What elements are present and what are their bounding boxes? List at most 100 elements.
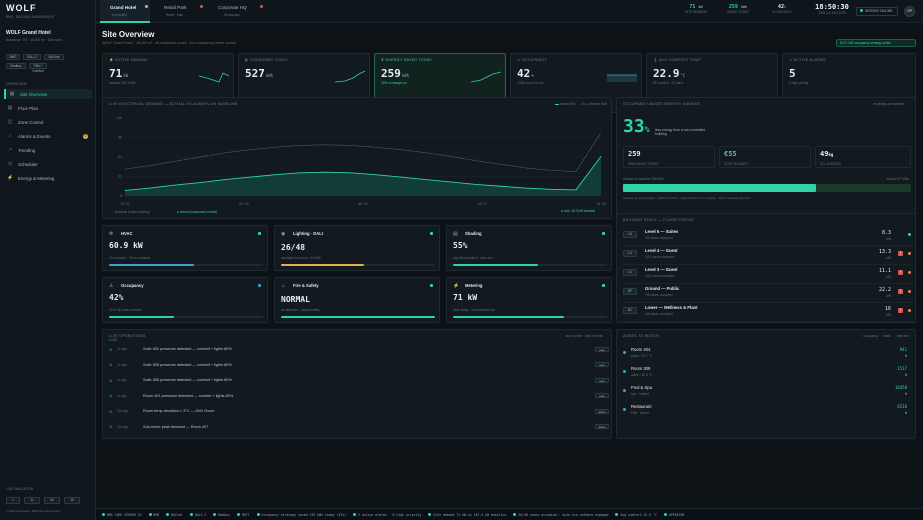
page-title: Site Overview <box>102 30 155 39</box>
energy-savings-card: OCCUPANCY-BASED ENERGY SAVINGS vs always… <box>616 97 916 219</box>
kpi-label: CONSUMED TODAY <box>250 58 289 62</box>
tab-status-dot <box>145 5 148 8</box>
log-row[interactable]: ⚠ 27s ago Sub-meter peak demand — Room 4… <box>109 422 609 432</box>
tab-grand-hotel[interactable]: Grand Hotel Hospitality <box>100 0 150 23</box>
floor-row[interactable]: L5 Level 5 — Suites 2/6 zones occupied 8… <box>623 228 913 246</box>
nav-zone-control[interactable]: ◫ Zone Control <box>4 117 92 127</box>
floor-row[interactable]: L4 Level 4 — Guest 3/12 zones occupied 1… <box>623 247 913 265</box>
system-sub: peak today · sub-metered live <box>453 308 495 312</box>
nav-energy[interactable]: ⚡ Energy & Metering <box>4 173 92 183</box>
sim-speed-1x[interactable]: 1x <box>24 497 40 504</box>
system-value: NORMAL <box>281 295 310 304</box>
system-value: 71 kW <box>453 293 478 302</box>
stat-value: €55 <box>724 150 737 158</box>
tab-sub: Retail · Mall <box>166 13 183 17</box>
log-badge[interactable]: active <box>595 408 609 414</box>
stat-value: 259 <box>628 150 641 158</box>
system-bar <box>109 316 174 318</box>
nav-label: Trending <box>18 147 36 153</box>
floor-row[interactable]: B1 Lower — Wellness & Plant 4/6 zones oc… <box>623 304 913 322</box>
y-tick-label: 96 <box>118 136 122 140</box>
status-led <box>602 232 605 235</box>
log-time: 27s ago <box>117 424 129 429</box>
system-occupancy[interactable]: ♙ Occupancy 42% 20 of 48 zones present <box>102 277 268 323</box>
floor-row[interactable]: GF Ground — Public 7/8 zones occupied 22… <box>623 285 913 303</box>
sim-pause-button[interactable]: ⏸ <box>6 497 20 504</box>
zone-row[interactable]: Room 309 guest · 22.3 °C 1517 W <box>623 365 913 383</box>
status-text: Modbus <box>218 513 230 517</box>
system-title: HVAC <box>121 231 133 236</box>
log-row[interactable]: ♙ 1s ago Room 401 presence detected — co… <box>109 391 609 401</box>
nav-scheduler[interactable]: ◷ Scheduler <box>4 159 92 169</box>
status-dot <box>166 513 170 516</box>
log-row[interactable]: ⚠ 27s ago Room temp deviation > 3°C — AH… <box>109 406 609 416</box>
actual-point <box>249 176 251 178</box>
tab-corporate-hq[interactable]: Corporate HQ Workspace <box>210 0 268 23</box>
zone-row[interactable]: Room 404 guest · 22.1 °C 941 W <box>623 346 913 364</box>
brand-logo: WOLF <box>6 3 37 13</box>
floor-value: 16 <box>884 306 891 312</box>
actual-point <box>600 156 602 157</box>
chart-legend-saved: saved kWh <box>555 102 576 106</box>
actual-point <box>350 172 351 174</box>
zone-row[interactable]: Pool & Spa spa · heated 10450 W <box>623 384 913 402</box>
actual-point <box>199 182 201 183</box>
zone-value: 941 <box>899 347 907 352</box>
sim-speed-1h[interactable]: 1h <box>64 497 80 504</box>
status-led <box>258 232 261 235</box>
metric-value: 42 <box>777 4 784 10</box>
log-row[interactable]: ♙ 1s ago Suite 505 presence detected — c… <box>109 360 609 370</box>
user-avatar[interactable]: OP <box>904 6 915 17</box>
tab-title: Corporate HQ <box>218 5 247 10</box>
log-badge[interactable]: auto <box>595 346 609 352</box>
log-row[interactable]: ♙ 1s ago Suite 506 presence detected — c… <box>109 375 609 385</box>
zones-col-occupancy[interactable]: occupancy <box>863 334 879 338</box>
floor-alarm-badge[interactable]: ! <box>898 270 903 275</box>
log-badge[interactable]: auto <box>595 377 609 383</box>
zone-row[interactable]: Restaurant F&B · dinner 6518 W <box>623 403 913 421</box>
system-sub: 20 occupied · 28 eco setback <box>109 256 151 260</box>
nav-floor-plan[interactable]: ▤ Floor Plan <box>4 103 92 113</box>
status-text: Occupancy strategy saved 259 kWh today (… <box>261 513 346 517</box>
system-value: 26/48 <box>281 243 306 252</box>
server-online-dot <box>860 9 863 12</box>
nav-alarms[interactable]: ♪ Alarms & Events 5 <box>4 131 92 141</box>
actual-point <box>224 179 226 180</box>
log-badge[interactable]: auto <box>595 393 609 398</box>
nav-label: Scheduler <box>18 161 38 167</box>
system-bar <box>281 264 365 266</box>
log-time: 27s ago <box>117 409 129 413</box>
system-shading[interactable]: ▤ Shading 55% avg blind position · auto-sun <box>446 225 612 271</box>
system-metering[interactable]: ⚡ Metering 71 kW peak today · sub-metered l… <box>446 277 612 323</box>
floor-row[interactable]: L3 Level 3 — Guest 2/10 zones occupied 1… <box>623 266 913 284</box>
tab-retail-park[interactable]: Retail Park Retail · Mall <box>156 0 206 23</box>
system-fire-safety[interactable]: ♨ Fire & Safety NORMAL all detectors · loop… <box>274 277 440 323</box>
log-row[interactable]: ♙ 1s ago Suite 601 presence detected — c… <box>109 344 609 354</box>
system-hvac[interactable]: ✻ HVAC 60.9 kW 20 occupied · 28 eco setback <box>102 225 268 271</box>
zone-status-dot <box>623 389 626 392</box>
stat-co2-avoided: 49kg CO₂ AVOIDED <box>815 146 911 168</box>
kpi-sparkline <box>199 72 229 83</box>
nav-trending[interactable]: ↗ Trending <box>4 145 92 155</box>
zones-col-loads[interactable]: loads <box>883 334 891 338</box>
log-badge[interactable]: auto <box>595 362 609 367</box>
bar-left-label: Always-on baseline 786 kWh <box>623 177 664 181</box>
system-sub: avg blind position · auto-sun <box>453 256 493 260</box>
nav-site-overview[interactable]: ▦ Site Overview <box>4 89 92 99</box>
floor-unit: kW <box>886 294 891 298</box>
tab-title: Retail Park <box>164 5 187 10</box>
log-time: 1s ago <box>117 393 127 398</box>
metric-label: OCCUPANCY <box>771 10 793 14</box>
floor-alarm-badge[interactable]: ! <box>898 289 903 294</box>
metric-label: SITE DEMAND <box>685 10 707 14</box>
floor-alarm-badge[interactable]: ! <box>898 251 903 256</box>
system-lighting[interactable]: ◉ Lighting · DALI 26/48 luminaire zones on … <box>274 225 440 271</box>
log-badge[interactable]: active <box>595 424 609 429</box>
floor-alarm-badge[interactable]: ! <box>898 308 903 313</box>
zones-col-demand[interactable]: demand <box>897 334 909 338</box>
sim-speed-5x[interactable]: 5x <box>44 497 60 504</box>
building-name: WOLF Grand Hotel <box>6 30 51 36</box>
kpi-label: ACTIVE ALARMS <box>793 58 827 62</box>
status-text: BMS <box>153 513 160 517</box>
zone-status-dot <box>623 351 626 354</box>
